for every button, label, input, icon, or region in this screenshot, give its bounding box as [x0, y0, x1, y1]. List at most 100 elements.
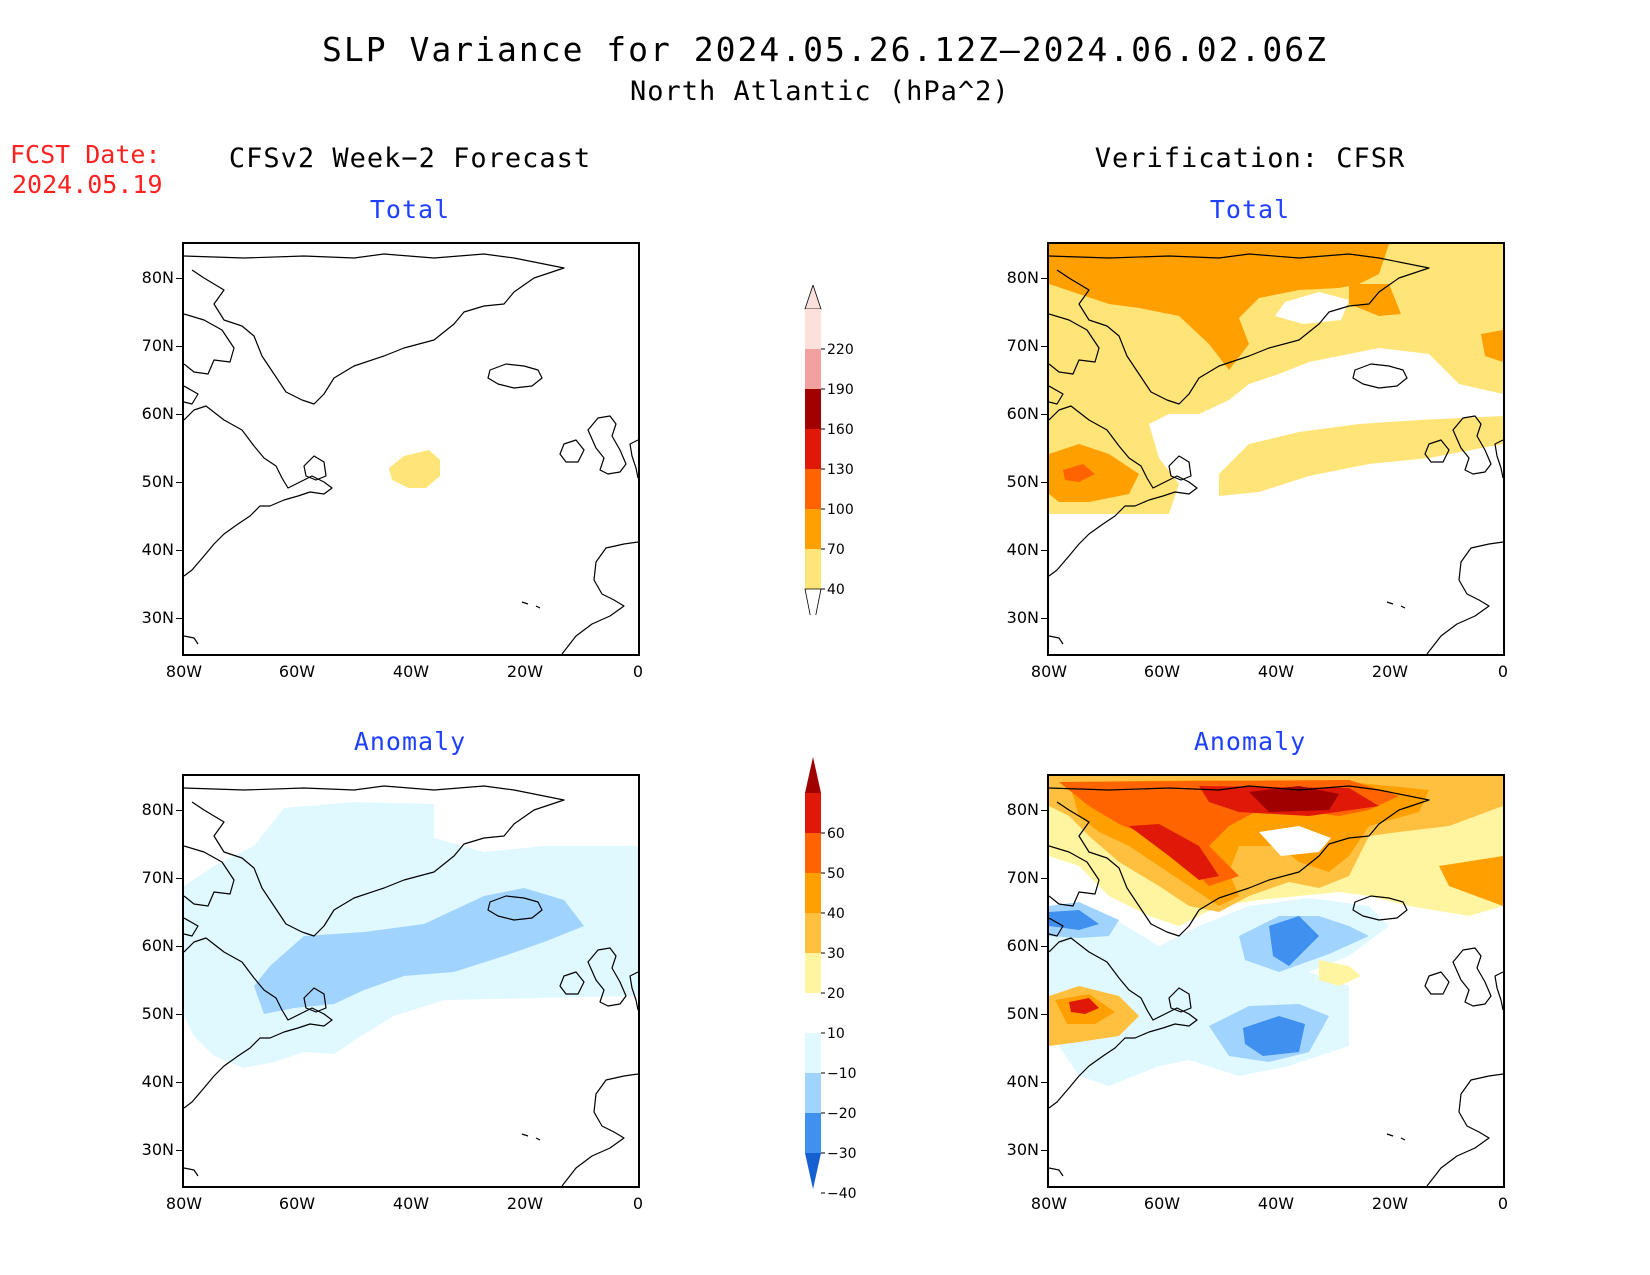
verification-total-lat-label: 70N	[1006, 336, 1039, 355]
forecast-total-lat-label: 60N	[141, 404, 174, 423]
forecast-anomaly-map	[182, 774, 640, 1188]
forecast-anomaly-lat-tick	[176, 1082, 182, 1083]
forecast-anomaly-lat-tick	[176, 946, 182, 947]
verification-total-lat-tick	[1041, 482, 1047, 483]
cb-anom-swatch	[805, 1073, 821, 1113]
forecast-anomaly-lat-tick	[176, 810, 182, 811]
map-ft-coastline-12	[184, 635, 199, 645]
cb-total-level-label: 190	[827, 382, 854, 398]
verification-anomaly-lat-label: 40N	[1006, 1072, 1039, 1091]
forecast-total-lat-tick	[176, 618, 182, 619]
forecast-total-lon-label: 20W	[506, 662, 544, 681]
map-va-coastline-10	[1386, 1133, 1394, 1137]
cb-anom-swatch	[805, 993, 821, 1033]
cb-total-swatch	[805, 349, 821, 389]
map-vt-coastline-9	[1426, 541, 1503, 654]
forecast-total-lat-label: 30N	[141, 608, 174, 627]
anomaly-colorbar: 60 50 40 30 20 10 −10 −20 −30 −40	[800, 757, 860, 1207]
verification-total-lat-tick	[1041, 618, 1047, 619]
cb-total-swatch	[805, 309, 821, 349]
forecast-total-lat-label: 70N	[141, 336, 174, 355]
map-va-shade-19	[1069, 998, 1099, 1014]
verification-total-lon-label: 60W	[1143, 662, 1181, 681]
forecast-anomaly-lon-label: 60W	[278, 1194, 316, 1213]
verification-anomaly-lat-label: 70N	[1006, 868, 1039, 887]
forecast-total-lat-label: 40N	[141, 540, 174, 559]
cb-total-level-label: 40	[827, 582, 845, 598]
verification-anomaly-lon-label: 0	[1497, 1194, 1509, 1213]
verification-total-lat-label: 40N	[1006, 540, 1039, 559]
map-fa-shade-1	[254, 888, 584, 1014]
verification-anomaly-lat-label: 80N	[1006, 800, 1039, 819]
forecast-total-lon-label: 60W	[278, 662, 316, 681]
forecast-anomaly-lat-label: 80N	[141, 800, 174, 819]
map-ft-coastline-0	[184, 253, 565, 405]
forecast-total-lon-label: 80W	[165, 662, 203, 681]
main-title: SLP Variance for 2024.05.26.12Z–2024.06.…	[322, 30, 1328, 69]
map-ft-shade-0	[389, 450, 440, 488]
map-va-shade-15	[1243, 1016, 1305, 1056]
map-va-coastline-4	[1168, 987, 1192, 1013]
map-ft-coastline-2	[184, 385, 199, 405]
cb-total-level-label: 220	[827, 342, 854, 358]
cb-anom-level-label: 60	[827, 826, 845, 842]
map-va-shade-6	[1249, 786, 1339, 812]
forecast-anomaly-lat-tick	[176, 1150, 182, 1151]
verification-total-lat-label: 60N	[1006, 404, 1039, 423]
map-ft-coastline-3	[184, 405, 333, 577]
map-vt-coastline-5	[1352, 363, 1408, 389]
verification-anomaly-lon-label: 20W	[1371, 1194, 1409, 1213]
cb-anom-swatch	[805, 1113, 821, 1153]
map-va-coastline-0	[1049, 785, 1430, 937]
map-fa-coastline-10	[521, 1133, 529, 1137]
forecast-anomaly-lon-label: 80W	[165, 1194, 203, 1213]
verification-anomaly-map	[1047, 774, 1505, 1188]
cb-total-swatch	[805, 429, 821, 469]
map-fa-coastline-7	[559, 971, 585, 995]
map-va-coastline-1	[1049, 845, 1100, 907]
map-va-coastline-2	[1049, 917, 1064, 937]
cb-anom-level-label: −10	[827, 1066, 857, 1082]
cb-anom-swatch	[805, 953, 821, 993]
map-fa-coastline-4	[303, 987, 327, 1013]
forecast-total-lat-tick	[176, 278, 182, 279]
verification-anomaly-lat-tick	[1041, 946, 1047, 947]
map-vt-shade-4	[1349, 284, 1401, 316]
forecast-anomaly-lat-label: 50N	[141, 1004, 174, 1023]
forecast-total-lat-label: 80N	[141, 268, 174, 287]
forecast-anomaly-lat-tick	[176, 1014, 182, 1015]
map-vt-coastline-4	[1168, 455, 1192, 481]
forecast-anomaly-lat-label: 70N	[141, 868, 174, 887]
map-va-coastline-6	[1452, 947, 1492, 1007]
map-fa-coastline-0	[184, 785, 565, 937]
forecast-anomaly-lat-label: 30N	[141, 1140, 174, 1159]
map-vt-coastline-8	[1494, 439, 1503, 479]
map-fa-coastline-3	[184, 937, 333, 1109]
cb-anom-level-label: −30	[827, 1146, 857, 1162]
cb-total-bottom-arrow	[804, 588, 822, 630]
map-va-coastline-9	[1426, 1073, 1503, 1186]
verification-total-lon-label: 40W	[1257, 662, 1295, 681]
cb-anom-swatch	[805, 913, 821, 953]
map-va-shade-16	[1319, 960, 1361, 986]
cb-total-level-label: 160	[827, 422, 854, 438]
cb-total-top-arrow	[804, 283, 822, 310]
cb-anom-level-label: −20	[827, 1106, 857, 1122]
forecast-total-lat-tick	[176, 482, 182, 483]
forecast-total-title: Total	[369, 195, 451, 224]
verification-anomaly-title: Anomaly	[1193, 727, 1307, 756]
verification-total-lat-tick	[1041, 414, 1047, 415]
forecast-total-lat-tick	[176, 550, 182, 551]
cb-anom-swatch	[805, 833, 821, 873]
map-va-shade-4	[1129, 824, 1219, 880]
map-va-coastline-12	[1049, 1167, 1064, 1177]
cb-total-swatch	[805, 389, 821, 429]
forecast-column-title: CFSv2 Week−2 Forecast	[228, 143, 592, 174]
map-vt-shade-1	[1219, 416, 1503, 496]
map-vt-coastline-10	[1386, 601, 1394, 605]
forecast-anomaly-lon-label: 20W	[506, 1194, 544, 1213]
forecast-anomaly-lat-label: 60N	[141, 936, 174, 955]
verification-anomaly-lat-tick	[1041, 878, 1047, 879]
cb-anom-bottom-arrow	[805, 1153, 821, 1189]
map-vt-shade-3	[1275, 292, 1349, 324]
